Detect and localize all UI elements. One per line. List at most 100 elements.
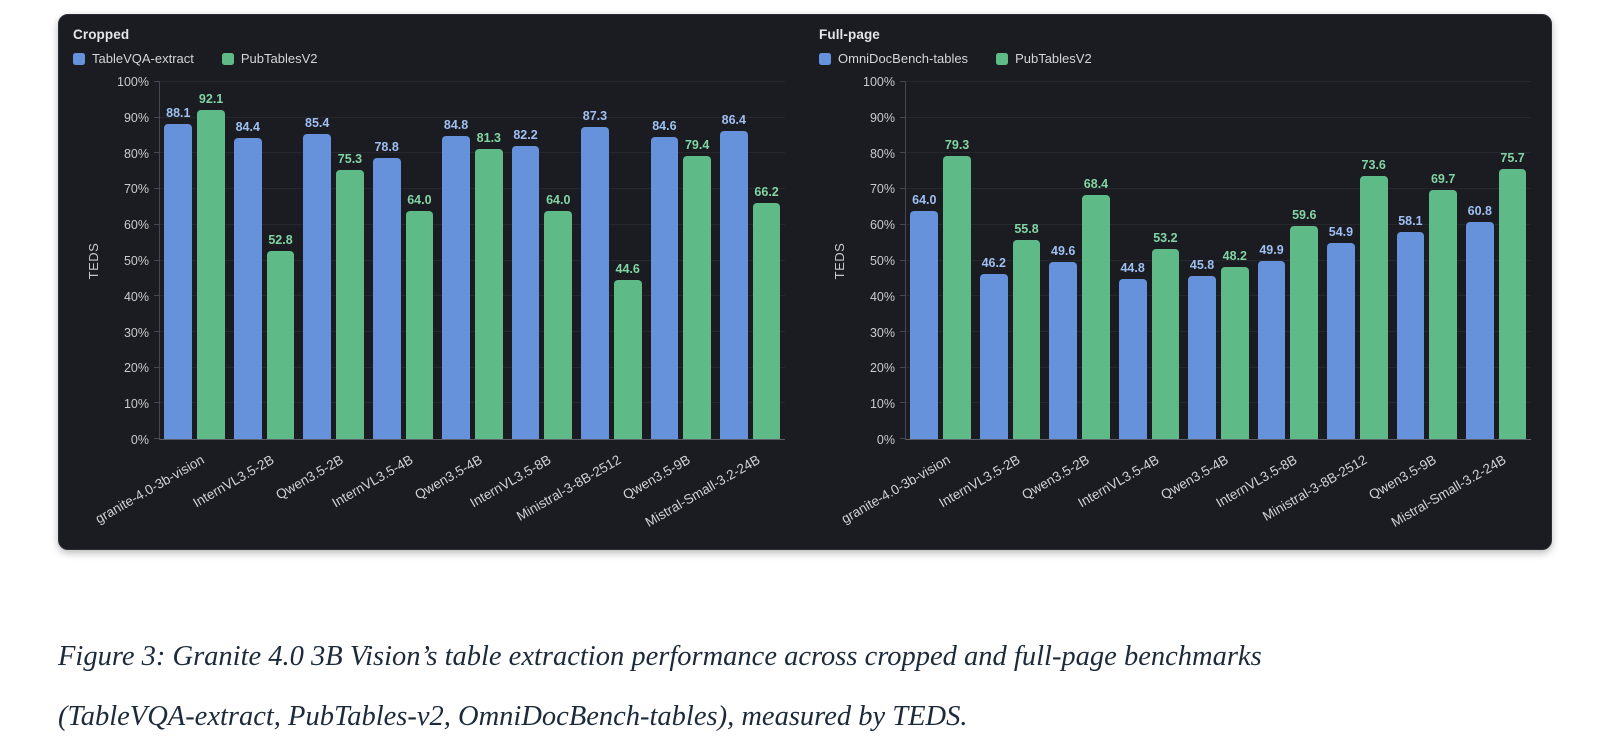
- legend-label: PubTablesV2: [240, 51, 318, 66]
- y-axis: TEDS 0% 10% 20% 30% 40% 50% 60% 70% 80% 90% 100%: [819, 75, 905, 447]
- bar-pubtablesv2-internvl3-5-8b: [544, 210, 573, 439]
- y-tick-mark: [900, 402, 906, 404]
- y-tick-label: 50%: [123, 254, 149, 268]
- bar-pubtablesv2-ministral-3-8b-2512: [613, 279, 642, 439]
- bar-omnidocbench-tables-qwen3-5-9b: [1396, 231, 1425, 439]
- legend: TableVQA-extract PubTablesV2: [73, 51, 785, 66]
- bar-group-internvl3-5-4b: 44.8 53.2: [1114, 82, 1183, 439]
- bar-column-pubtablesv2-granite-4-0-3b-vision: 79.3: [943, 82, 971, 439]
- bar-value-label: 48.2: [1222, 248, 1248, 263]
- bar-value-label: 84.4: [235, 119, 260, 134]
- y-tick-mark: [900, 366, 906, 368]
- gridline: [160, 223, 785, 225]
- y-tick-label: 100%: [117, 75, 149, 89]
- bar-value-label: 79.4: [684, 137, 710, 152]
- legend-item-tablevqa-extract: TableVQA-extract: [73, 51, 194, 66]
- bar-column-tablevqa-extract-qwen3-5-9b: 84.6: [650, 82, 679, 439]
- y-tick-label: 90%: [869, 110, 895, 125]
- bar-value-label: 86.4: [721, 112, 746, 127]
- bar-column-omnidocbench-tables-ministral-3-8b-2512: 54.9: [1327, 82, 1355, 439]
- gridline: [906, 366, 1531, 368]
- bar-tablevqa-extract-ministral-3-8b-2512: [581, 127, 609, 439]
- bar-column-tablevqa-extract-internvl3-5-4b: 78.8: [372, 82, 401, 439]
- bar-value-label: 79.3: [944, 137, 970, 152]
- y-tick-mark: [154, 223, 160, 225]
- legend-item-pubtablesv2: PubTablesV2: [221, 51, 318, 66]
- x-tick-label: granite-4.0-3b-vision: [92, 452, 207, 527]
- x-tick-label: Mistral-Small-3.2-24B: [1388, 452, 1509, 530]
- y-tick-mark: [900, 438, 906, 439]
- bar-value-label: 87.3: [582, 109, 608, 124]
- x-tick-label: Mistral-Small-3.2-24B: [642, 452, 763, 530]
- bars: 64.0 79.3 46.2 55.8 49.6 68.4 44.8 53.2 45.8 48.2…: [906, 82, 1531, 439]
- bar-column-pubtablesv2-internvl3-5-2b: 55.8: [1012, 82, 1041, 439]
- y-tick-label: 50%: [869, 254, 895, 268]
- bar-pubtablesv2-qwen3-5-4b: [1220, 266, 1249, 439]
- bar-value-label: 92.1: [198, 92, 224, 107]
- bar-column-pubtablesv2-qwen3-5-2b: 75.3: [336, 82, 364, 439]
- bar-column-pubtablesv2-ministral-3-8b-2512: 73.6: [1359, 82, 1388, 439]
- bar-column-pubtablesv2-internvl3-5-8b: 64.0: [544, 82, 573, 439]
- bar-tablevqa-extract-qwen3-5-2b: [303, 134, 332, 439]
- bar-value-label: 82.2: [513, 127, 538, 142]
- legend-swatch-icon: [819, 52, 831, 65]
- bar-value-label: 68.4: [1083, 176, 1109, 191]
- y-tick-mark: [154, 330, 160, 332]
- bar-value-label: 59.6: [1292, 208, 1317, 223]
- bar-pubtablesv2-ministral-3-8b-2512: [1359, 176, 1388, 439]
- bar-omnidocbench-tables-granite-4-0-3b-vision: [910, 210, 939, 439]
- bar-column-pubtablesv2-internvl3-5-8b: 59.6: [1290, 82, 1319, 439]
- y-tick-mark: [900, 188, 906, 190]
- bar-group-internvl3-5-2b: 46.2 55.8: [975, 82, 1044, 439]
- bar-value-label: 69.7: [1430, 172, 1456, 187]
- bar-omnidocbench-tables-ministral-3-8b-2512: [1327, 243, 1355, 439]
- bar-value-label: 84.8: [443, 118, 469, 133]
- y-tick-label: 90%: [123, 110, 149, 125]
- caption-line-2: (TableVQA-extract, PubTables-v2, OmniDoc…: [58, 700, 968, 732]
- bar-column-omnidocbench-tables-internvl3-5-8b: 49.9: [1257, 82, 1286, 439]
- y-tick-label: 80%: [869, 146, 895, 161]
- gridline: [906, 116, 1531, 118]
- bar-pubtablesv2-internvl3-5-4b: [1151, 249, 1180, 439]
- bar-value-label: 73.6: [1361, 158, 1386, 173]
- plot-area: 88.1 92.1 84.4 52.8 85.4 75.3 78.8 64.0 84.8 81.3…: [93, 81, 785, 530]
- bar-pubtablesv2-internvl3-5-2b: [266, 250, 295, 439]
- y-tick-label: 60%: [123, 218, 149, 233]
- y-tick-mark: [900, 295, 906, 297]
- bar-value-label: 60.8: [1467, 203, 1492, 218]
- y-tick-mark: [154, 81, 160, 82]
- y-axis-ticks: 0% 10% 20% 30% 40% 50% 60% 70% 80% 90% 100%: [819, 75, 905, 447]
- y-tick-mark: [154, 438, 160, 439]
- bar-group-internvl3-5-2b: 84.4 52.8: [229, 82, 298, 439]
- y-tick-mark: [900, 259, 906, 261]
- bar-column-pubtablesv2-internvl3-5-4b: 64.0: [405, 82, 434, 439]
- bar-column-pubtablesv2-mistral-small-3-2-24b: 66.2: [752, 82, 781, 439]
- bars: 88.1 92.1 84.4 52.8 85.4 75.3 78.8 64.0 84.8 81.3…: [160, 82, 785, 439]
- bar-group-qwen3-5-9b: 84.6 79.4: [646, 82, 715, 439]
- legend-swatch-icon: [221, 52, 234, 65]
- bar-omnidocbench-tables-qwen3-5-2b: [1049, 261, 1078, 439]
- bar-value-label: 49.6: [1051, 243, 1076, 258]
- gridline: [906, 295, 1531, 297]
- bar-value-label: 85.4: [305, 116, 330, 131]
- bar-value-label: 64.0: [407, 192, 432, 207]
- y-tick-label: 0%: [876, 433, 895, 447]
- bar-column-pubtablesv2-ministral-3-8b-2512: 44.6: [613, 82, 642, 439]
- gridline: [160, 295, 785, 297]
- bar-omnidocbench-tables-internvl3-5-4b: [1118, 279, 1147, 439]
- legend-label: OmniDocBench-tables: [838, 51, 969, 66]
- gridline: [906, 330, 1531, 332]
- y-tick-mark: [900, 81, 906, 82]
- y-tick-mark: [154, 259, 160, 261]
- bar-column-pubtablesv2-internvl3-5-4b: 53.2: [1151, 82, 1180, 439]
- gridline: [160, 81, 785, 82]
- bar-column-tablevqa-extract-ministral-3-8b-2512: 87.3: [581, 82, 609, 439]
- bar-value-label: 53.2: [1153, 231, 1178, 246]
- gridline: [160, 259, 785, 261]
- gridline: [906, 152, 1531, 154]
- chart-title: Full-page: [819, 27, 880, 42]
- bar-column-omnidocbench-tables-internvl3-5-2b: 46.2: [979, 82, 1008, 439]
- chart-full-page: Full-page OmniDocBench-tables PubTablesV2…: [805, 15, 1551, 549]
- bar-column-omnidocbench-tables-granite-4-0-3b-vision: 64.0: [910, 82, 939, 439]
- bar-column-tablevqa-extract-internvl3-5-8b: 82.2: [511, 82, 540, 439]
